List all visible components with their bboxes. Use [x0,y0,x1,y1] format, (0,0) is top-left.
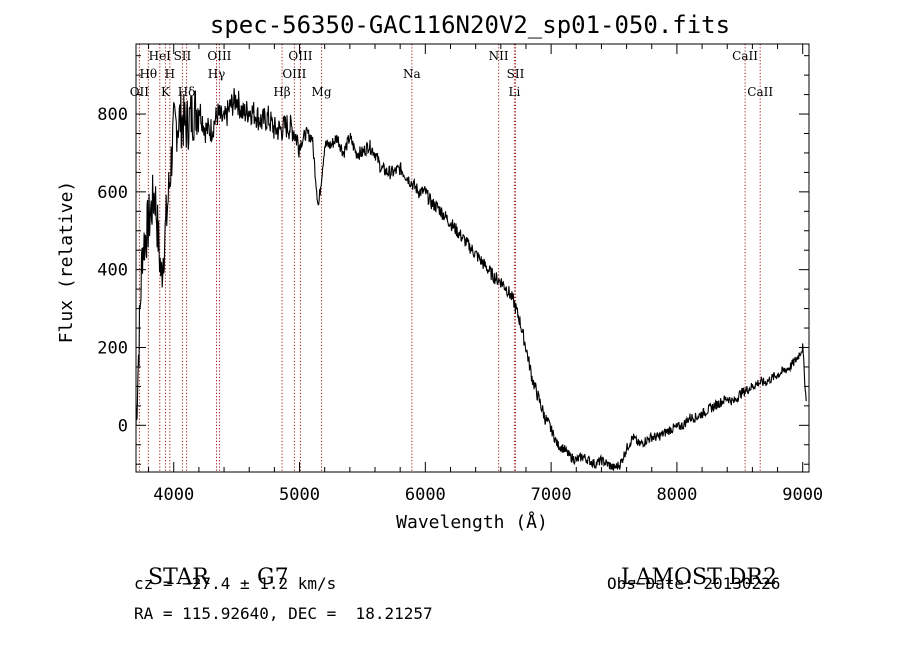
line-label-OIII-5007: OIII [288,49,312,63]
object-class: STAR [134,540,209,590]
spectral-subclass: G7 [243,540,289,590]
line-label-SII-4069: SII [174,49,192,63]
line-label-K: K [161,85,171,99]
coordinates: RA = 115.92640, DEC = 18.21257 [134,604,433,623]
line-label-OIII-4363: OIII [207,49,231,63]
line-label-Mg: Mg [312,85,332,99]
line-label-H-gamma: Hγ [208,67,226,81]
x-tick-label: 9000 [782,485,823,505]
spectral-subclass-value: G7 [257,565,289,590]
plot-frame [135,43,810,473]
line-label-OIII-4959: OIII [282,67,306,81]
line-label-Na: Na [403,67,421,81]
redshift-velocity: cz = −27.4 ± 1.2 km/s [134,574,337,593]
survey-name-value: LAMOST DR2 [621,565,777,590]
line-label-CaII-8662: CaII [747,85,773,99]
x-tick-label: 4000 [153,485,194,505]
spectrum-series-line [135,88,807,471]
line-label-OII: OII [130,85,150,99]
y-tick-label: 0 [118,416,128,436]
chart-title: spec-56350-GAC116N20V2_sp01-050.fits [210,11,730,39]
line-label-H-theta: Hθ [139,67,157,81]
y-axis-label: Flux (relative) [56,181,77,344]
axis-ticks: 4000 5000 6000 7000 8000 9000 0 200 400 600 800 [97,44,823,505]
line-label-Li: Li [508,85,520,99]
object-class-value: STAR [148,565,209,590]
line-label-CaII-8542: CaII [732,49,758,63]
spectral-line-labels: OII Hθ HeI KH SII Hδ OIII Hγ Hβ OIII OIII Mg Na NII SI… [130,49,774,99]
observation-date: Obs−Date: 20130226 [607,574,781,593]
y-tick-label: 600 [97,183,128,203]
line-label-H-delta: Hδ [178,85,196,99]
line-label-H: H [165,67,175,81]
y-tick-label: 800 [97,105,128,125]
x-tick-label: 7000 [531,485,572,505]
line-label-H-beta: Hβ [273,85,290,99]
line-label-HeI: HeI [149,49,172,63]
x-tick-label: 6000 [405,485,446,505]
y-tick-label: 400 [97,261,128,281]
line-label-NII: NII [489,49,509,63]
x-axis-label: Wavelength (Å) [396,511,548,533]
y-tick-label: 200 [97,338,128,358]
x-tick-label: 8000 [656,485,697,505]
survey-name: LAMOST DR2 [607,540,777,590]
line-label-SII-6717: SII [507,67,525,81]
x-tick-label: 5000 [279,485,320,505]
